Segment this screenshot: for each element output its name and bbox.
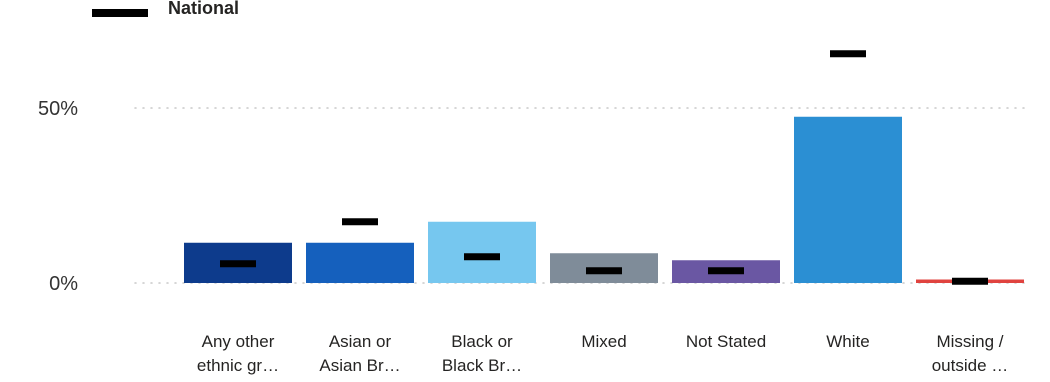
bar-2 — [428, 221, 536, 283]
bar-1 — [306, 242, 414, 283]
national-marker-1 — [342, 218, 378, 226]
bar-5 — [794, 116, 902, 283]
national-marker-5 — [830, 50, 866, 58]
national-marker-0 — [220, 260, 256, 268]
category-label-2: Black or Black Br… — [442, 332, 522, 375]
chart-legend: National — [92, 0, 239, 24]
legend-swatch-national — [92, 9, 148, 17]
category-label-4: Not Stated — [686, 332, 766, 351]
category-label-5: White — [826, 332, 869, 351]
national-marker-4 — [708, 267, 744, 275]
category-label-6: Missing / outside … — [932, 332, 1009, 375]
national-marker-6 — [952, 277, 988, 285]
category-label-0: Any other ethnic gr… — [197, 332, 279, 375]
national-marker-2 — [464, 253, 500, 261]
national-marker-3 — [586, 267, 622, 275]
category-label-1: Asian or Asian Br… — [319, 332, 400, 375]
legend-label-national: National — [168, 0, 240, 18]
category-label-3: Mixed — [581, 332, 626, 351]
y-tick-label-50: 50% — [38, 98, 78, 120]
y-tick-label-0: 0% — [49, 273, 78, 295]
